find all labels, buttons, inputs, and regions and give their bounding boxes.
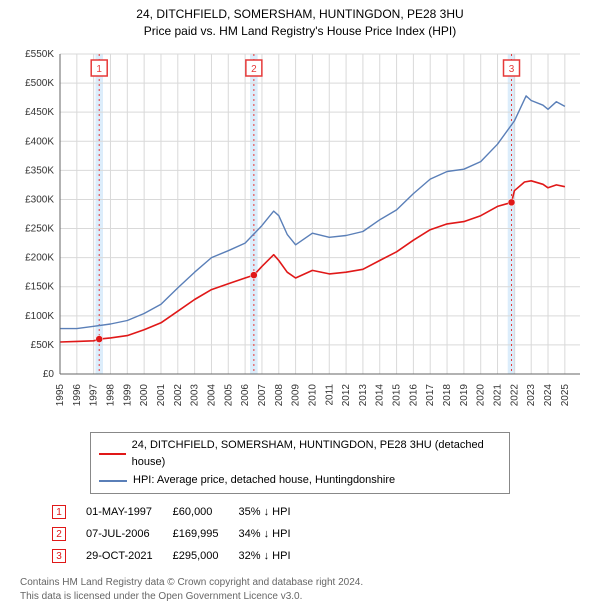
svg-text:£100K: £100K: [25, 310, 54, 321]
chart-title-block: 24, DITCHFIELD, SOMERSHAM, HUNTINGDON, P…: [10, 6, 590, 40]
svg-text:2016: 2016: [408, 383, 419, 406]
svg-text:3: 3: [509, 64, 515, 75]
svg-text:2020: 2020: [476, 383, 487, 406]
svg-text:2001: 2001: [156, 383, 167, 406]
svg-text:£500K: £500K: [25, 78, 54, 89]
marker-delta: 34% ↓ HPI: [239, 524, 309, 544]
marker-date: 29-OCT-2021: [86, 546, 171, 566]
svg-text:2019: 2019: [459, 383, 470, 406]
svg-text:2012: 2012: [341, 383, 352, 406]
svg-text:£350K: £350K: [25, 165, 54, 176]
svg-text:2005: 2005: [223, 383, 234, 406]
svg-text:2015: 2015: [392, 383, 403, 406]
svg-text:£200K: £200K: [25, 252, 54, 263]
svg-text:1996: 1996: [72, 383, 83, 406]
marker-row: 3 29-OCT-2021£295,00032% ↓ HPI: [52, 546, 309, 566]
svg-text:£300K: £300K: [25, 194, 54, 205]
legend-row: HPI: Average price, detached house, Hunt…: [99, 472, 501, 490]
svg-text:£50K: £50K: [31, 340, 55, 351]
svg-text:1999: 1999: [122, 383, 133, 406]
svg-text:2002: 2002: [173, 383, 184, 406]
footer-line-1: Contains HM Land Registry data © Crown c…: [20, 576, 590, 590]
svg-text:2010: 2010: [307, 383, 318, 406]
marker-price: £169,995: [173, 524, 237, 544]
marker-row: 2 07-JUL-2006£169,99534% ↓ HPI: [52, 524, 309, 544]
svg-text:2007: 2007: [257, 383, 268, 406]
chart-container: £0 £50K £100K £150K £200K £250K £300K £350K £400…: [10, 44, 590, 424]
svg-text:2011: 2011: [324, 383, 335, 405]
svg-text:2021: 2021: [493, 383, 504, 406]
svg-text:2024: 2024: [543, 383, 554, 406]
marker-id-box: 2: [52, 527, 66, 541]
svg-text:2017: 2017: [425, 383, 436, 406]
chart-title-1: 24, DITCHFIELD, SOMERSHAM, HUNTINGDON, P…: [10, 6, 590, 23]
marker-table: 1 01-MAY-1997£60,00035% ↓ HPI 2 07-JUL-2006…: [50, 500, 311, 568]
svg-text:2000: 2000: [139, 383, 150, 406]
svg-text:1995: 1995: [55, 383, 66, 406]
marker-id-box: 3: [52, 549, 66, 563]
svg-text:2013: 2013: [358, 383, 369, 406]
footer-line-2: This data is licensed under the Open Gov…: [20, 590, 590, 604]
marker-row: 1 01-MAY-1997£60,00035% ↓ HPI: [52, 502, 309, 522]
svg-text:2006: 2006: [240, 383, 251, 406]
marker-delta: 35% ↓ HPI: [239, 502, 309, 522]
svg-text:£0: £0: [43, 369, 55, 380]
legend-swatch: [99, 453, 126, 455]
marker-delta: 32% ↓ HPI: [239, 546, 309, 566]
svg-text:£250K: £250K: [25, 223, 54, 234]
svg-text:1998: 1998: [105, 383, 116, 406]
legend-swatch: [99, 480, 127, 482]
svg-text:2023: 2023: [526, 383, 537, 406]
legend: 24, DITCHFIELD, SOMERSHAM, HUNTINGDON, P…: [90, 432, 510, 495]
chart-title-2: Price paid vs. HM Land Registry's House …: [10, 23, 590, 40]
svg-text:£400K: £400K: [25, 136, 54, 147]
svg-text:£550K: £550K: [25, 49, 54, 60]
svg-text:2008: 2008: [274, 383, 285, 406]
svg-text:2009: 2009: [291, 383, 302, 406]
legend-row: 24, DITCHFIELD, SOMERSHAM, HUNTINGDON, P…: [99, 437, 501, 472]
svg-text:2003: 2003: [190, 383, 201, 406]
marker-price: £295,000: [173, 546, 237, 566]
svg-text:1: 1: [96, 64, 102, 75]
svg-text:2018: 2018: [442, 383, 453, 406]
marker-date: 07-JUL-2006: [86, 524, 171, 544]
svg-text:2004: 2004: [206, 383, 217, 406]
svg-text:2025: 2025: [560, 383, 571, 406]
legend-label: HPI: Average price, detached house, Hunt…: [133, 472, 395, 490]
marker-id-box: 1: [52, 505, 66, 519]
svg-text:2: 2: [251, 64, 257, 75]
line-chart: £0 £50K £100K £150K £200K £250K £300K £350K £400…: [10, 44, 590, 424]
svg-text:£150K: £150K: [25, 281, 54, 292]
svg-text:2022: 2022: [509, 383, 520, 406]
legend-label: 24, DITCHFIELD, SOMERSHAM, HUNTINGDON, P…: [132, 437, 501, 472]
svg-text:£450K: £450K: [25, 107, 54, 118]
svg-text:2014: 2014: [375, 383, 386, 406]
marker-price: £60,000: [173, 502, 237, 522]
svg-text:1997: 1997: [89, 383, 100, 406]
footer-note: Contains HM Land Registry data © Crown c…: [20, 576, 590, 604]
marker-date: 01-MAY-1997: [86, 502, 171, 522]
